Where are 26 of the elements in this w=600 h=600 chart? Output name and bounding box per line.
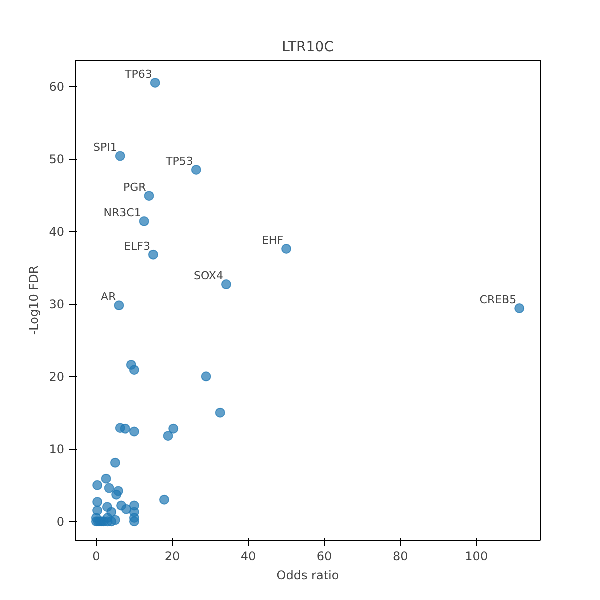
y-tick-label: 40: [49, 225, 65, 240]
x-tick-label: 100: [465, 550, 488, 564]
y-tick-label: 0: [56, 515, 65, 530]
x-tick-label: 40: [240, 550, 256, 564]
annotation: ELF3: [124, 240, 150, 253]
annotation: SOX4: [194, 270, 224, 283]
y-axis-title: -Log10 FDR: [27, 266, 42, 336]
y-tick-label: 10: [49, 442, 65, 457]
chart-title: LTR10C: [282, 40, 334, 56]
x-tick-label: 60: [316, 550, 332, 564]
y-tick-label: 60: [49, 80, 65, 94]
x-tick-label: 20: [164, 550, 180, 564]
x-tick-label: 0: [92, 550, 100, 564]
x-axis-title: Odds ratio: [276, 568, 340, 582]
annotation: TP53: [165, 154, 194, 168]
annotation: TP63: [124, 68, 152, 81]
x-tick-label: 80: [392, 550, 408, 564]
annotation: AR: [101, 290, 117, 304]
annotation: CREB5: [480, 293, 517, 306]
annotation: NR3C1: [104, 206, 142, 220]
annotation: PGR: [123, 181, 147, 194]
y-tick-label: 50: [49, 152, 65, 167]
annotation: SPI1: [94, 141, 118, 154]
y-tick-label: 30: [49, 298, 65, 312]
y-tick-label: 20: [49, 370, 65, 384]
annotation: EHF: [262, 234, 284, 248]
